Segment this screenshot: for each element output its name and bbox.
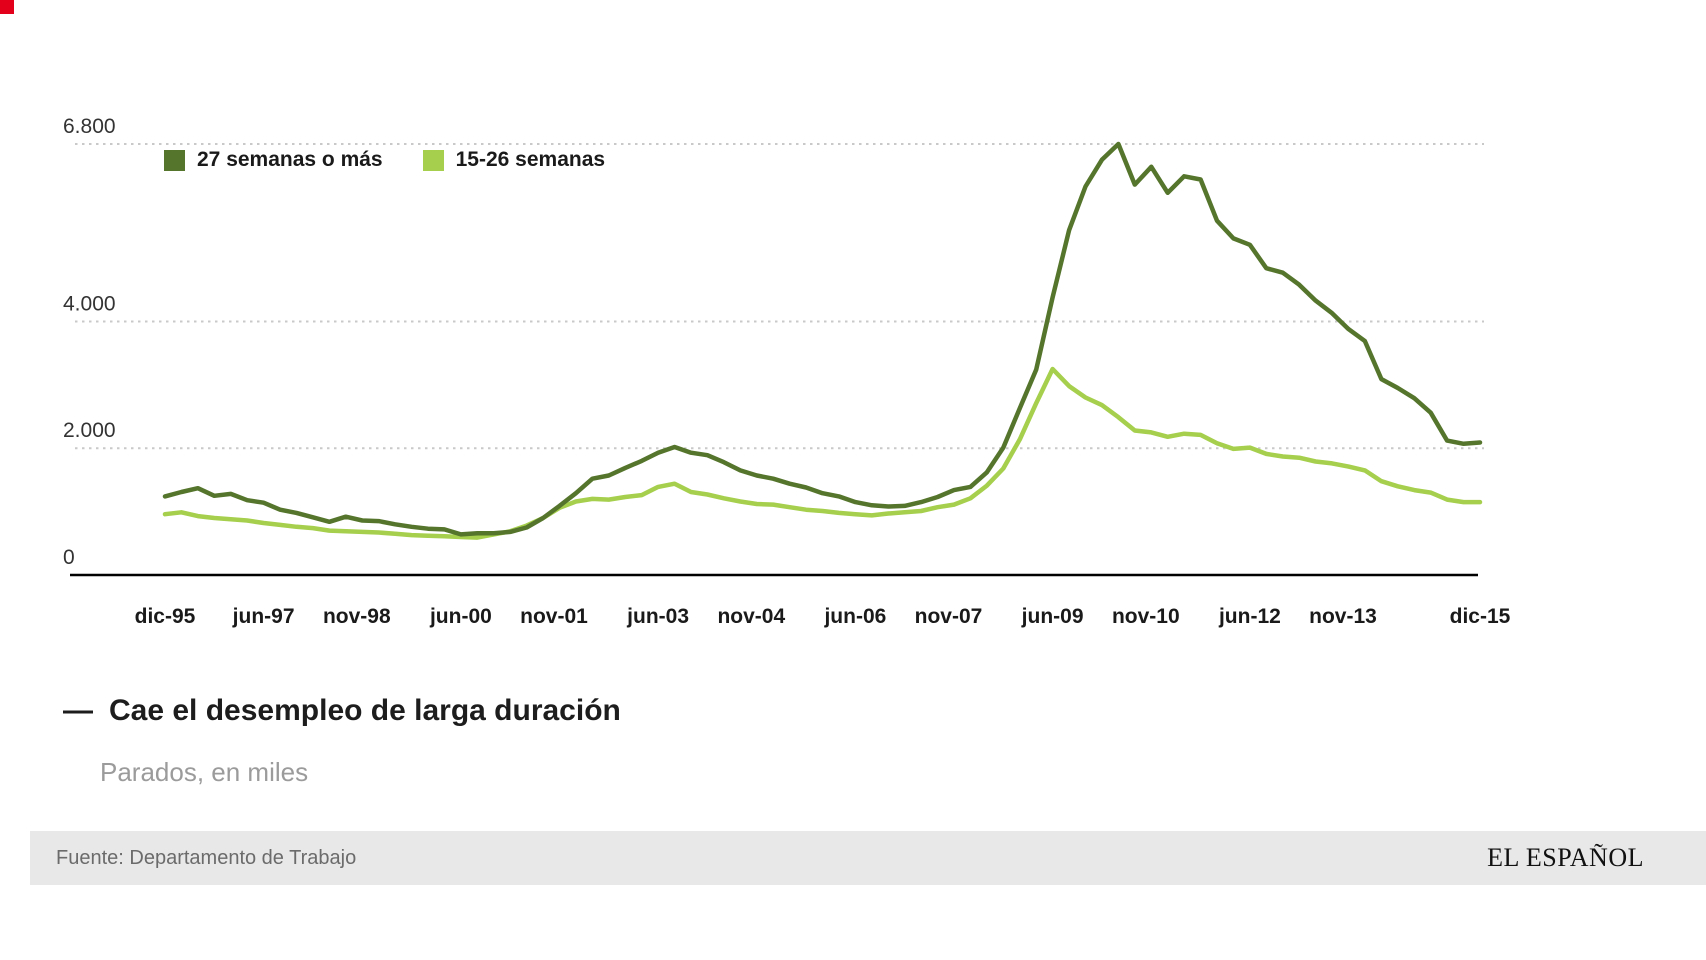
legend-swatch-light-green: [422, 149, 444, 171]
y-axis-label: 0: [63, 546, 75, 569]
legend-swatch-dark-green: [164, 149, 185, 171]
y-axis-label: 2.000: [63, 419, 116, 442]
x-axis-label: nov-98: [323, 605, 391, 628]
x-axis-label: jun-12: [1218, 605, 1281, 628]
chart-subtitle: Parados, en miles: [100, 757, 309, 787]
chart-legend: 27 semanas o más 15-26 semanas: [164, 148, 605, 172]
x-axis-label: jun-00: [429, 605, 492, 628]
series-line-15-26-semanas: [162, 366, 1483, 540]
y-axis-label: 4.000: [63, 292, 116, 315]
unemployment-line-chart: 6.800 4.000 2.000 0 dic-95 jun-97 nov-98 jun-00…: [63, 115, 1511, 628]
series-line-27-semanas-o-mas: [162, 141, 1483, 537]
brand-red-square: [0, 0, 14, 14]
x-axis-label: jun-09: [1021, 605, 1084, 628]
legend-label: 15-26 semanas: [455, 148, 606, 171]
el-espanol-logo: EL ESPAÑOL: [1487, 843, 1644, 872]
x-axis-label: jun-03: [626, 605, 689, 628]
x-axis-label: nov-10: [1112, 605, 1180, 628]
footer-bar: Fuente: Departamento de Trabajo EL ESPAÑ…: [30, 831, 1706, 885]
x-axis-label: dic-95: [135, 605, 196, 628]
title-dash: —: [63, 694, 93, 727]
chart-title-row: — Cae el desempleo de larga duración: [63, 694, 621, 728]
x-axis-label: jun-97: [232, 605, 295, 628]
x-axis-label: nov-07: [915, 605, 983, 628]
chart-title: Cae el desempleo de larga duración: [109, 694, 621, 727]
legend-label: 27 semanas o más: [197, 148, 383, 171]
y-axis-label: 6.800: [63, 115, 116, 138]
legend-item-27-weeks: 27 semanas o más: [164, 148, 383, 172]
x-axis-label: nov-01: [520, 605, 588, 628]
x-axis-label: jun-06: [823, 605, 886, 628]
x-axis-label: dic-15: [1450, 605, 1511, 628]
x-axis-label: nov-13: [1309, 605, 1377, 628]
legend-item-15-26-weeks: 15-26 semanas: [422, 148, 606, 172]
x-axis-label: nov-04: [717, 605, 785, 628]
source-text: Fuente: Departamento de Trabajo: [56, 846, 357, 869]
